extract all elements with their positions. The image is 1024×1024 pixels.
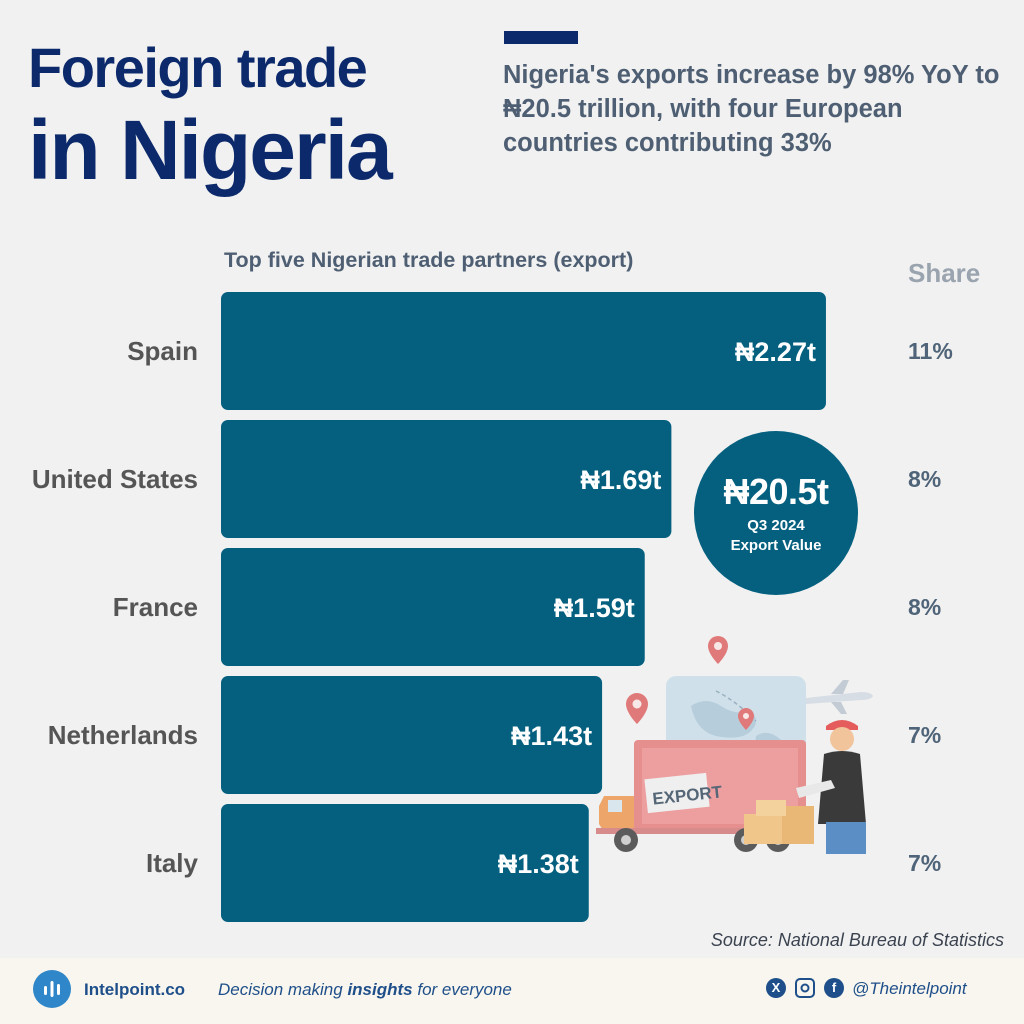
logo-bars-icon: [33, 970, 71, 1008]
social-handle[interactable]: @Theintelpoint: [852, 979, 967, 998]
badge-period: Q3 2024: [747, 517, 805, 534]
title-line-1: Foreign trade: [28, 36, 368, 99]
share-label: 8%: [908, 466, 941, 492]
tagline-end: for everyone: [412, 980, 512, 999]
facebook-icon[interactable]: f: [824, 978, 844, 998]
value-label: ₦1.43t: [511, 721, 592, 751]
bar-italy: [221, 804, 589, 922]
airplane-icon: [806, 680, 873, 714]
map-continent: [691, 701, 756, 738]
category-label: Italy: [146, 848, 199, 878]
share-label: 8%: [908, 594, 941, 620]
footer: Intelpoint.co Decision making insights f…: [0, 958, 1024, 1024]
category-label: Netherlands: [48, 720, 198, 750]
tagline-start: Decision making: [218, 980, 348, 999]
bar-france: [221, 548, 645, 666]
category-label: France: [113, 592, 198, 622]
export-value-badge: ₦20.5t Q3 2024 Export Value: [694, 431, 858, 595]
value-label: ₦2.27t: [735, 337, 816, 367]
subtitle: Nigeria's exports increase by 98% YoY to…: [503, 61, 1000, 157]
share-header: Share: [908, 258, 981, 288]
chart-title: Top five Nigerian trade partners (export…: [224, 248, 634, 272]
bar-chart: Spain ₦2.27t 11% United States ₦1.69t 8% Franc…: [32, 292, 953, 922]
worker-figure: [796, 720, 866, 854]
location-pin-icon: [626, 693, 648, 724]
export-truck-illustration: EXPORT: [596, 636, 873, 854]
value-label: ₦1.59t: [554, 593, 635, 623]
brand-name[interactable]: Intelpoint.co: [84, 980, 186, 999]
bar-spain: [221, 292, 826, 410]
x-icon[interactable]: X: [766, 978, 786, 998]
value-label: ₦1.69t: [580, 465, 661, 495]
category-label: United States: [32, 464, 198, 494]
tagline: Decision making insights for everyone: [218, 980, 512, 1000]
badge-caption: Export Value: [730, 537, 822, 554]
source-note: Source: National Bureau of Statistics: [710, 930, 1004, 950]
tagline-emphasis: insights: [347, 980, 413, 999]
value-label: ₦1.38t: [498, 849, 579, 879]
share-label: 7%: [908, 850, 941, 876]
category-label: Spain: [127, 336, 198, 366]
badge-value: ₦20.5t: [723, 471, 829, 512]
location-pin-icon: [738, 708, 754, 730]
share-label: 11%: [908, 338, 953, 364]
bar-united-states: [221, 420, 672, 538]
instagram-icon[interactable]: [795, 978, 815, 998]
share-label: 7%: [908, 722, 941, 748]
location-pin-icon: [708, 636, 728, 664]
title-line-2: in Nigeria: [28, 103, 393, 197]
bar-netherlands: [221, 676, 603, 794]
accent-bar: [504, 31, 578, 44]
bars-layer: Spain ₦2.27t 11% United States ₦1.69t 8% Franc…: [32, 292, 953, 922]
cargo-boxes: [744, 800, 814, 844]
